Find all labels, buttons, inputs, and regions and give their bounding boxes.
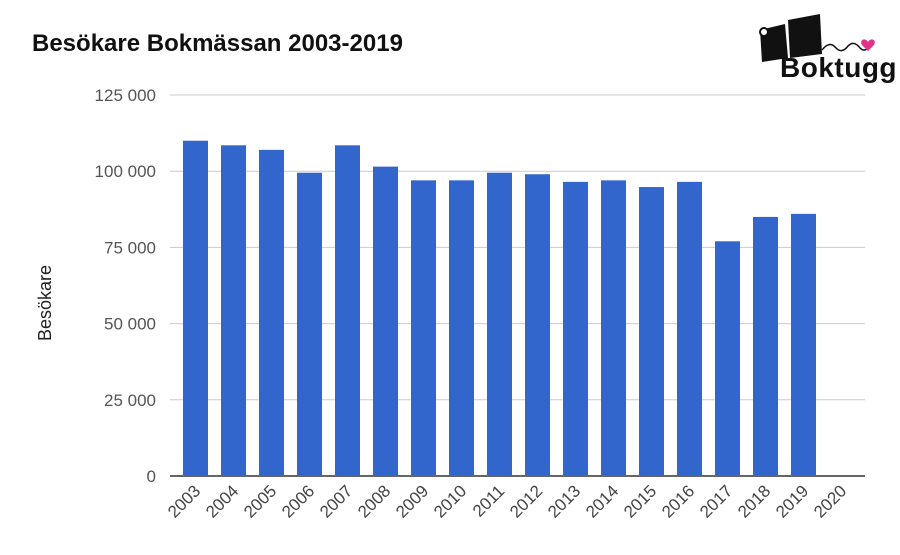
- bar: [373, 166, 398, 477]
- x-tick-label: 2020: [810, 481, 850, 521]
- y-tick-label: 50 000: [104, 315, 156, 334]
- chart-title: Besökare Bokmässan 2003-2019: [32, 30, 403, 57]
- logo-text: Boktugg: [780, 52, 898, 83]
- y-axis-label: Besökare: [35, 265, 55, 341]
- x-tick-label: 2012: [506, 481, 546, 521]
- bar: [183, 140, 208, 476]
- x-tick-label: 2004: [202, 481, 242, 521]
- x-tick-label: 2017: [696, 481, 736, 521]
- bar: [715, 241, 740, 476]
- bar: [487, 172, 512, 476]
- x-tick-label: 2010: [430, 481, 470, 521]
- x-tick-label: 2013: [544, 481, 584, 521]
- bar: [677, 181, 702, 477]
- bar: [639, 187, 664, 476]
- bar: [297, 172, 322, 476]
- x-tick-label: 2005: [240, 481, 280, 521]
- gridlines: [170, 94, 865, 477]
- x-tick-label: 2014: [582, 481, 622, 521]
- x-tick-label: 2006: [278, 481, 318, 521]
- x-tick-label: 2018: [734, 481, 774, 521]
- bar: [563, 181, 588, 477]
- y-tick-label: 125 000: [95, 86, 156, 105]
- x-tick-label: 2009: [392, 481, 432, 521]
- y-tick-label: 25 000: [104, 391, 156, 410]
- x-tick-label: 2015: [620, 481, 660, 521]
- bar: [259, 149, 284, 476]
- heart-icon: [861, 39, 875, 51]
- x-tick-label: 2003: [164, 481, 204, 521]
- bar: [791, 213, 816, 476]
- y-tick-label: 100 000: [95, 162, 156, 181]
- bar: [221, 145, 246, 477]
- x-tick-label: 2008: [354, 481, 394, 521]
- bar: [335, 145, 360, 477]
- bar: [525, 174, 550, 477]
- y-axis-ticks: 0 25 000 50 000 75 000 100 000 125 000: [95, 86, 156, 486]
- bar: [449, 180, 474, 476]
- boktugg-logo-icon: [759, 14, 875, 62]
- y-tick-label: 0: [147, 467, 156, 486]
- x-tick-label: 2011: [469, 481, 508, 520]
- x-tick-label: 2019: [772, 481, 812, 521]
- y-tick-label: 75 000: [104, 238, 156, 257]
- x-tick-label: 2007: [316, 481, 356, 521]
- bars: [183, 140, 816, 477]
- bar: [601, 180, 626, 476]
- bar: [411, 180, 436, 476]
- x-tick-label: 2016: [658, 481, 698, 521]
- bar: [753, 216, 778, 477]
- x-axis-ticks: 2003200420052006200720082009201020112012…: [164, 481, 850, 521]
